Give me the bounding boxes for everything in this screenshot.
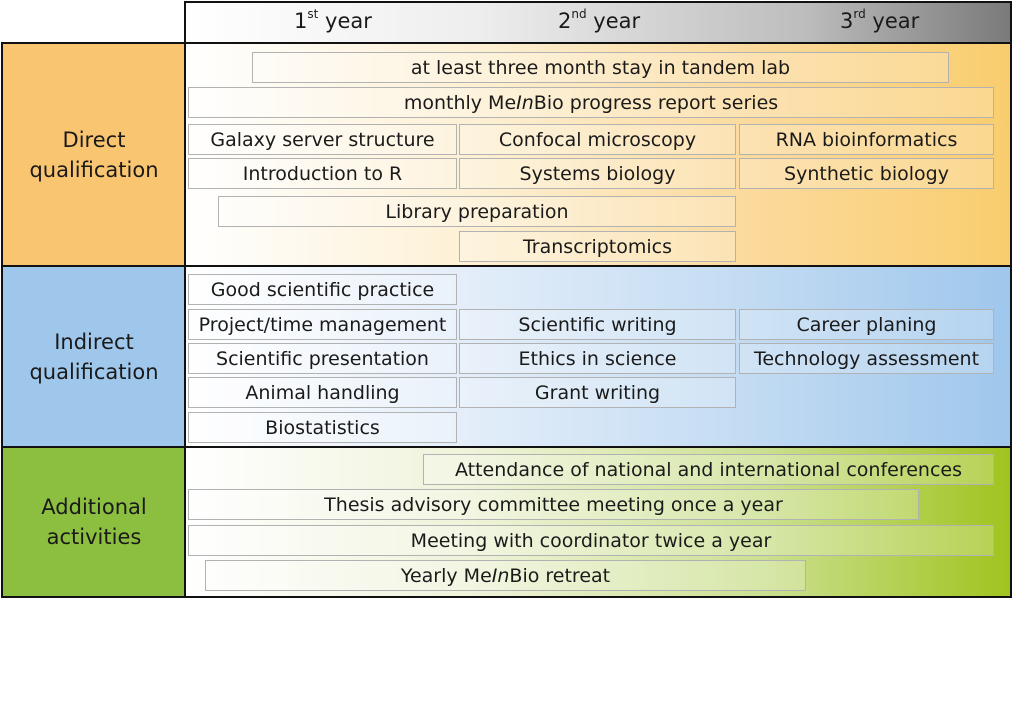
- library-preparation-bar: Library preparation: [218, 196, 736, 227]
- synthetic-biology-bar: Synthetic biology: [739, 158, 994, 189]
- direct-qualification-label: Direct qualification: [1, 42, 185, 267]
- thesis-committee-bar: Thesis advisory committee meeting once a…: [188, 489, 919, 520]
- ethics-in-science-bar: Ethics in science: [459, 343, 736, 374]
- tandem-lab-stay-bar: at least three month stay in tandem lab: [252, 52, 949, 83]
- indirect-qualification-panel: Good scientific practice Project/time ma…: [184, 265, 1012, 448]
- career-planing-bar: Career planing: [739, 309, 994, 340]
- rna-bioinformatics-bar: RNA bioinformatics: [739, 124, 994, 155]
- yearly-retreat-bar: Yearly Me In Bio retreat: [205, 560, 806, 591]
- scientific-presentation-bar: Scientific presentation: [188, 343, 457, 374]
- introduction-to-r-bar: Introduction to R: [188, 158, 457, 189]
- additional-activities-label: Additional activities: [1, 446, 185, 598]
- year-header: 1st year 2nd year 3rd year: [184, 1, 1012, 42]
- year-2-label: 2nd year: [558, 7, 641, 33]
- scientific-writing-bar: Scientific writing: [459, 309, 736, 340]
- confocal-microscopy-bar: Confocal microscopy: [459, 124, 736, 155]
- conferences-bar: Attendance of national and international…: [423, 454, 994, 485]
- biostatistics-bar: Biostatistics: [188, 412, 457, 443]
- additional-activities-panel: Attendance of national and international…: [184, 446, 1012, 598]
- coordinator-meeting-bar: Meeting with coordinator twice a year: [188, 525, 994, 556]
- progress-report-bar: monthly Me In Bio progress report series: [188, 87, 994, 118]
- animal-handling-bar: Animal handling: [188, 377, 457, 408]
- direct-qualification-panel: at least three month stay in tandem lab …: [184, 42, 1012, 267]
- project-time-management-bar: Project/time management: [188, 309, 457, 340]
- indirect-qualification-label: Indirect qualification: [1, 265, 185, 448]
- year-3-label: 3rd year: [840, 7, 920, 33]
- grant-writing-bar: Grant writing: [459, 377, 736, 408]
- year-1-label: 1st year: [294, 7, 372, 33]
- systems-biology-bar: Systems biology: [459, 158, 736, 189]
- good-scientific-practice-bar: Good scientific practice: [188, 274, 457, 305]
- technology-assessment-bar: Technology assessment: [739, 343, 994, 374]
- galaxy-server-bar: Galaxy server structure: [188, 124, 457, 155]
- transcriptomics-bar: Transcriptomics: [459, 231, 736, 262]
